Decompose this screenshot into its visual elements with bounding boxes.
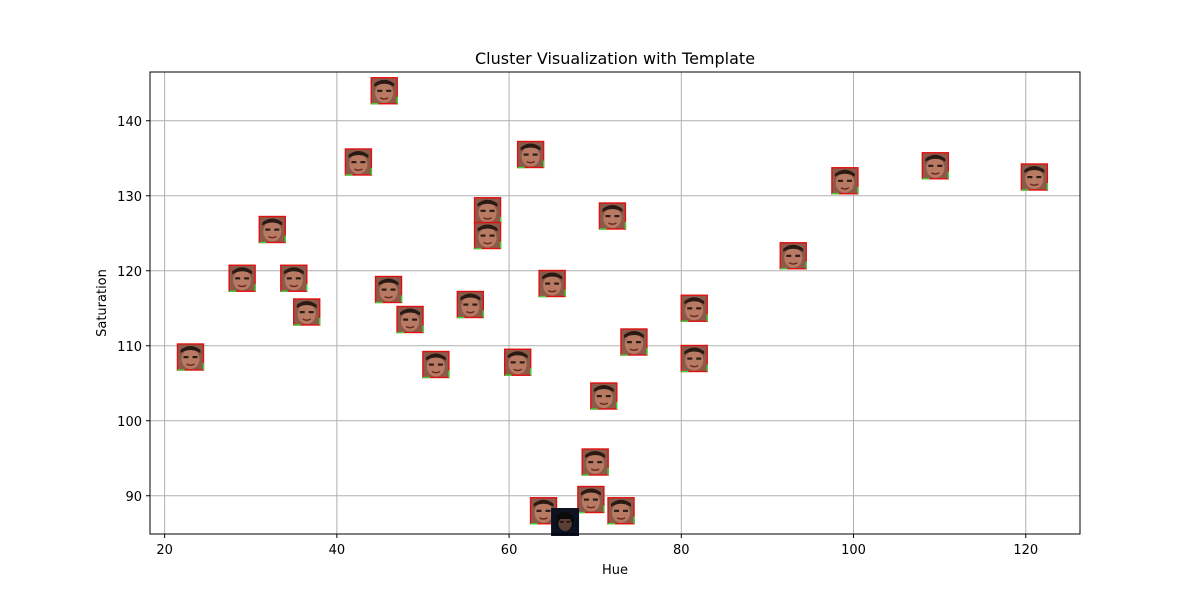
x-tick-label: 80 — [673, 543, 690, 558]
face-point-marker — [344, 148, 373, 176]
x-axis-title: Hue — [602, 563, 628, 578]
plot-frame — [149, 71, 1081, 535]
face-point-marker — [456, 290, 485, 319]
face-point-marker — [538, 269, 566, 298]
face-point-marker — [422, 350, 450, 379]
face-point-marker — [577, 485, 605, 514]
chart-title: Cluster Visualization with Template — [475, 49, 755, 68]
face-point-marker — [680, 294, 708, 322]
y-tick-label: 130 — [117, 190, 142, 205]
plot-background — [150, 72, 1080, 534]
face-point-marker — [293, 298, 321, 326]
y-axis-ticks: 90 100 110 120 130 140 — [117, 115, 150, 505]
face-point-marker — [374, 275, 403, 304]
y-tick-label: 110 — [117, 340, 142, 355]
face-point-marker — [473, 221, 502, 250]
face-point-marker — [176, 343, 205, 371]
face-point-marker — [516, 140, 545, 169]
face-point-marker — [280, 264, 308, 292]
template-face-marker — [551, 508, 580, 536]
face-point-marker — [921, 152, 950, 180]
template-marker-layer — [551, 508, 580, 536]
face-point-marker — [370, 77, 398, 105]
face-point-marker — [607, 497, 635, 525]
x-tick-label: 60 — [501, 543, 518, 558]
face-point-marker — [590, 382, 618, 410]
face-point-marker — [598, 202, 627, 230]
y-tick-label: 90 — [125, 490, 142, 505]
face-point-marker — [581, 448, 609, 476]
x-tick-label: 100 — [841, 543, 866, 558]
x-tick-label: 20 — [156, 543, 173, 558]
face-point-marker — [258, 215, 286, 244]
face-point-marker — [396, 305, 424, 334]
x-axis-ticks: 20 40 60 80 100 120 — [156, 534, 1038, 558]
face-point-marker — [620, 328, 648, 356]
face-point-marker — [228, 264, 256, 292]
y-axis-title: Saturation — [95, 269, 110, 337]
y-tick-label: 120 — [117, 265, 142, 280]
face-point-marker — [779, 242, 807, 270]
grid — [150, 72, 1080, 534]
y-tick-label: 140 — [117, 115, 142, 130]
face-point-marker — [831, 167, 859, 195]
face-point-marker — [503, 348, 532, 376]
face-point-marker — [680, 344, 708, 373]
x-tick-label: 40 — [329, 543, 346, 558]
x-tick-label: 120 — [1013, 543, 1038, 558]
face-point-marker — [1020, 163, 1049, 191]
y-tick-label: 100 — [117, 415, 142, 430]
face-point-marker — [473, 197, 502, 225]
